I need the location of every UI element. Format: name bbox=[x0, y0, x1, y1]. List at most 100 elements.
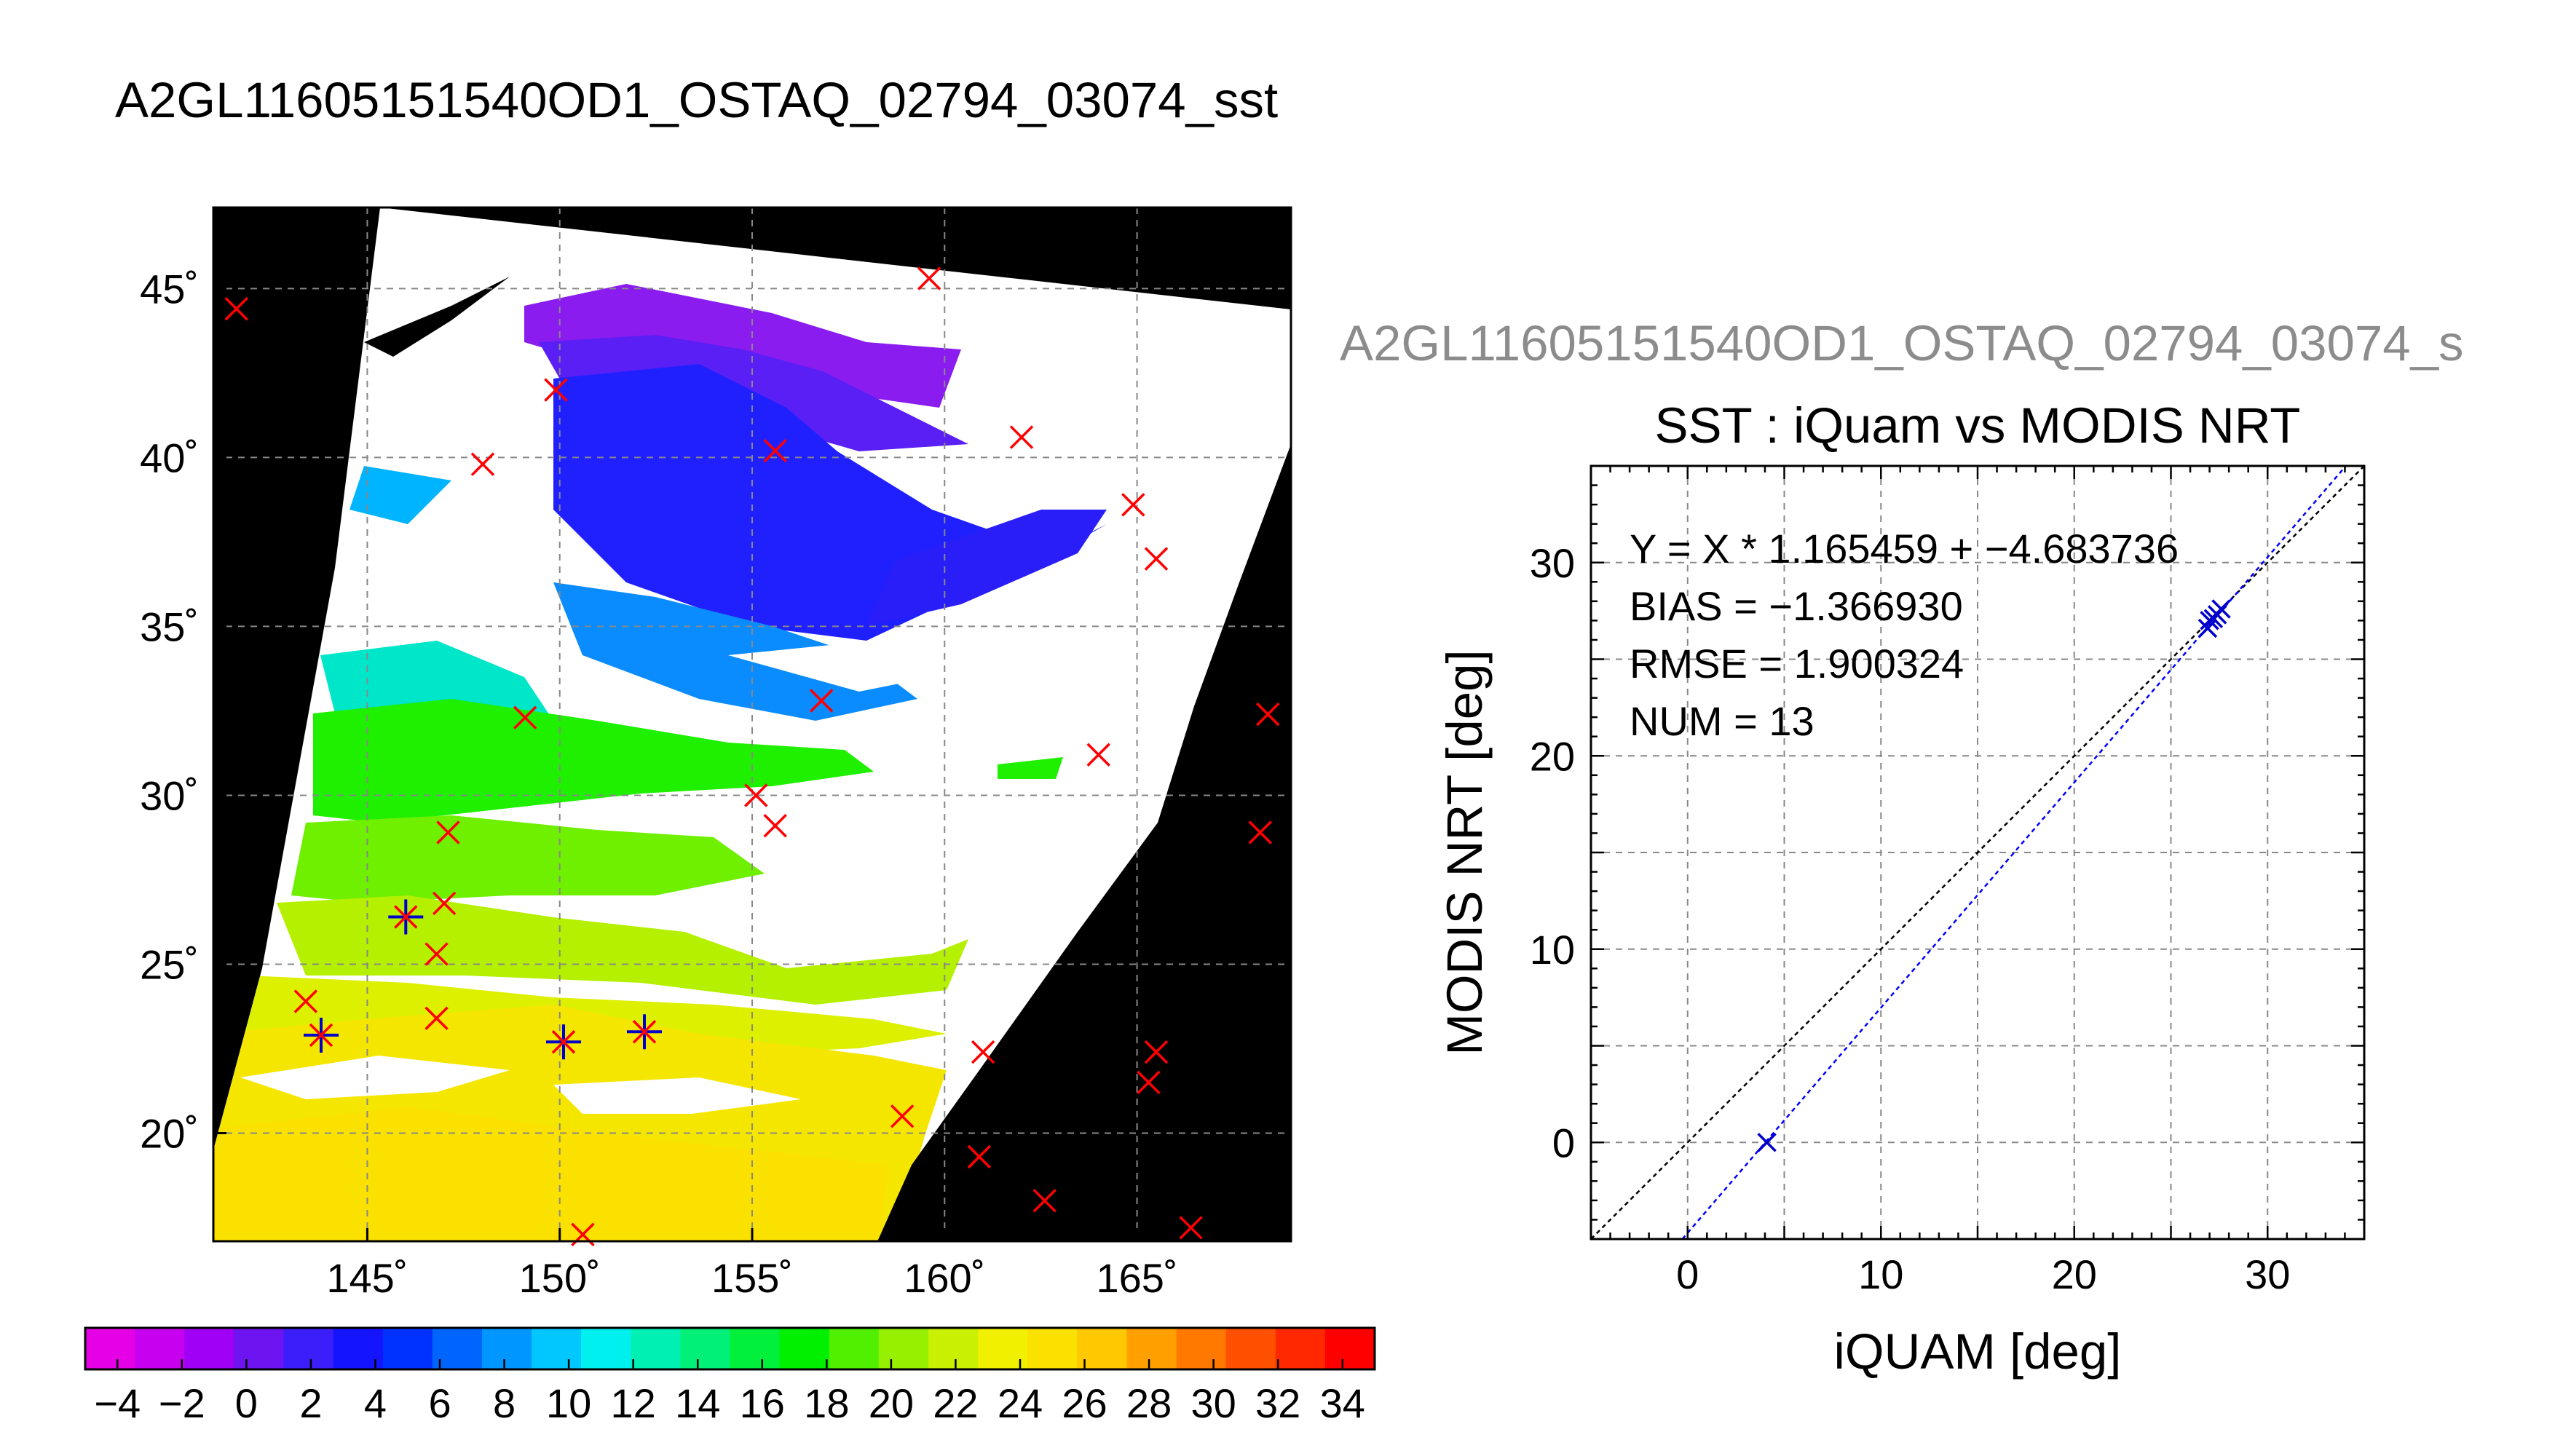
colorbar-segment bbox=[283, 1328, 334, 1369]
map-grid bbox=[213, 207, 1291, 1241]
colorbar-label: 14 bbox=[675, 1380, 720, 1426]
scatter-x-tick-label: 20 bbox=[2052, 1251, 2097, 1297]
map-iquam-marker bbox=[544, 378, 568, 402]
map-iquam-marker bbox=[1144, 547, 1169, 571]
colorbar-label: 6 bbox=[428, 1380, 451, 1426]
colorbar-label: 10 bbox=[546, 1380, 591, 1426]
scatter-point bbox=[2207, 605, 2227, 625]
colorbar-label: 12 bbox=[611, 1380, 656, 1426]
colorbar-segments bbox=[85, 1328, 1375, 1369]
identity-line bbox=[1591, 466, 2364, 1239]
map-iquam-marker bbox=[1179, 1216, 1203, 1240]
map-iquam-marker bbox=[1032, 1189, 1057, 1213]
map-iquam-marker bbox=[809, 689, 834, 713]
colorbar-label: −2 bbox=[159, 1380, 205, 1426]
swath-black-sliver bbox=[364, 277, 510, 357]
scatter-point bbox=[1757, 1133, 1777, 1152]
colorbar-segment bbox=[382, 1328, 433, 1369]
colorbar-segment bbox=[234, 1328, 284, 1369]
map-y-tick-label: 20˚ bbox=[140, 1111, 199, 1157]
map-iquam-marker bbox=[890, 1104, 915, 1128]
colorbar-segment bbox=[878, 1328, 929, 1369]
colorbar-segment bbox=[184, 1328, 234, 1369]
colorbar-segment bbox=[532, 1328, 582, 1369]
map-iquam-marker bbox=[1086, 743, 1110, 767]
colorbar-label: 26 bbox=[1062, 1380, 1107, 1426]
sst-patch-cyan bbox=[350, 466, 451, 524]
stat-equation: Y = X * 1.165459 + −4.683736 bbox=[1630, 526, 2179, 571]
main-title: A2GL11605151540OD1_OSTAQ_02794_03074_sst bbox=[115, 72, 1279, 128]
map-y-tick-label: 25˚ bbox=[140, 941, 199, 987]
map-iquam-marker bbox=[470, 452, 495, 476]
map-iquam-marker bbox=[551, 1029, 576, 1054]
map-x-tick-label: 160˚ bbox=[904, 1255, 985, 1301]
colorbar-label: 0 bbox=[235, 1380, 258, 1426]
map-iquam-marker bbox=[309, 1023, 333, 1048]
map-x-tick-labels: 145˚ 150˚ 155˚ 160˚ 165˚ bbox=[326, 1228, 1178, 1301]
map-iquam-marker bbox=[513, 705, 537, 729]
colorbar-segment bbox=[85, 1328, 135, 1369]
colorbar-segment bbox=[779, 1328, 830, 1369]
map-iquam-marker bbox=[744, 783, 768, 807]
map-y-tick-label: 40˚ bbox=[140, 435, 199, 480]
stat-rmse: RMSE = 1.900324 bbox=[1630, 641, 1964, 687]
map-iquam-marker bbox=[1144, 1040, 1169, 1064]
map-y-tick-label: 45˚ bbox=[140, 266, 199, 312]
map-x-tick-label: 165˚ bbox=[1097, 1255, 1178, 1301]
map-iquam-marker bbox=[763, 438, 787, 463]
map-iquam-marker bbox=[632, 1020, 657, 1044]
scatter-point bbox=[2197, 618, 2218, 638]
scatter-x-tick-label: 10 bbox=[1858, 1251, 1903, 1297]
map-iquam-marker bbox=[1121, 493, 1145, 517]
colorbar-segment bbox=[481, 1328, 532, 1369]
sst-patch-green2 bbox=[291, 815, 765, 903]
colorbar-label: 2 bbox=[299, 1380, 322, 1426]
stat-num: NUM = 13 bbox=[1630, 698, 1814, 744]
scatter-y-tick-label: 10 bbox=[1530, 927, 1575, 973]
scatter-x-tick-label: 0 bbox=[1676, 1251, 1699, 1297]
map-iquam-marker bbox=[293, 989, 318, 1013]
scatter-title: SST : iQuam vs MODIS NRT bbox=[1655, 397, 2301, 454]
sst-patch-purple bbox=[524, 284, 961, 408]
scatter-ylabel: MODIS NRT [deg] bbox=[1437, 649, 1493, 1055]
scatter-x-tick-label: 30 bbox=[2245, 1251, 2290, 1297]
sst-patch-lightblue bbox=[553, 582, 917, 721]
sst-gap-4 bbox=[896, 713, 1136, 772]
map-iquam-marker bbox=[1137, 1070, 1161, 1095]
sst-gap-1 bbox=[240, 1056, 510, 1099]
colorbar-label: 34 bbox=[1320, 1380, 1365, 1426]
scatter-point bbox=[2211, 599, 2231, 619]
colorbar-segment bbox=[581, 1328, 631, 1369]
colorbar-segment bbox=[928, 1328, 979, 1369]
map-y-tick-label: 35˚ bbox=[140, 604, 199, 649]
colorbar-label: 30 bbox=[1190, 1380, 1236, 1426]
map-iquam-marker bbox=[1256, 702, 1280, 727]
colorbar-segment bbox=[1225, 1328, 1276, 1369]
sst-patch-green bbox=[313, 699, 874, 823]
colorbar-segment bbox=[135, 1328, 185, 1369]
map-x-tick-label: 145˚ bbox=[326, 1255, 408, 1301]
scatter-xlabel: iQUAM [deg] bbox=[1834, 1324, 2122, 1380]
map-x-tick-label: 155˚ bbox=[711, 1255, 793, 1301]
colorbar-segment bbox=[680, 1328, 730, 1369]
map-iquam-marker bbox=[394, 905, 418, 929]
colorbar-segment bbox=[631, 1328, 681, 1369]
scatter-y-tick-label: 20 bbox=[1530, 733, 1575, 779]
sst-patch-blue2 bbox=[866, 510, 1107, 626]
map-iquam-marker bbox=[432, 891, 457, 916]
map-iquam-marker bbox=[971, 1040, 995, 1064]
colorbar-label: 22 bbox=[933, 1380, 978, 1426]
map-iquam-marker bbox=[763, 813, 787, 838]
scatter-y-tick-label: 30 bbox=[1530, 540, 1575, 586]
map-points bbox=[224, 266, 1280, 1246]
colorbar-label: 8 bbox=[493, 1380, 516, 1426]
sst-gap-2 bbox=[553, 1077, 801, 1114]
colorbar-segment bbox=[1324, 1328, 1375, 1369]
map-iquam-marker bbox=[917, 266, 941, 290]
sst-gap-3 bbox=[728, 641, 968, 692]
sst-patch-limegreen bbox=[277, 895, 968, 1005]
colorbar-segment bbox=[1275, 1328, 1326, 1369]
